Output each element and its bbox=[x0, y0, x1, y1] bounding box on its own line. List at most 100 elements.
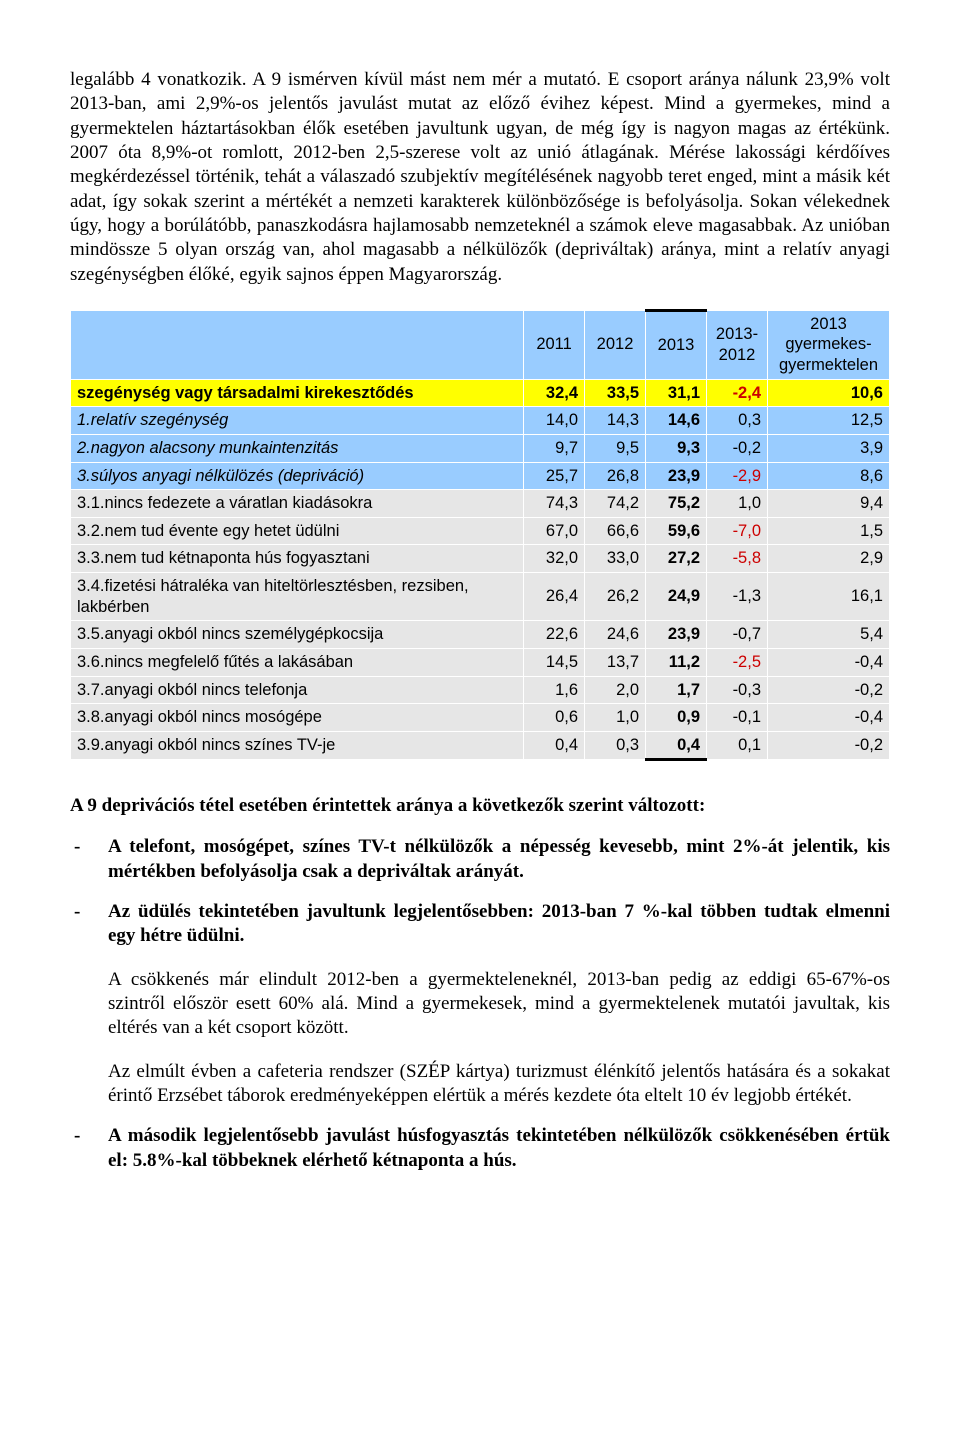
table-row: 1.relatív szegénység14,014,314,60,312,5 bbox=[71, 407, 890, 435]
row-2013: 14,6 bbox=[646, 407, 707, 435]
row-diff: -0,1 bbox=[707, 704, 768, 732]
row-diff: -0,2 bbox=[707, 434, 768, 462]
table-row: 3.7.anyagi okból nincs telefonja1,62,01,… bbox=[71, 676, 890, 704]
row-2012: 24,6 bbox=[585, 621, 646, 649]
sub-paragraph: Az elmúlt évben a cafeteria rendszer (SZ… bbox=[70, 1060, 890, 1109]
table-row: 3.1.nincs fedezete a váratlan kiadásokra… bbox=[71, 490, 890, 518]
table-row: 3.4.fizetési hátraléka van hiteltörleszt… bbox=[71, 573, 890, 621]
row-2012: 26,2 bbox=[585, 573, 646, 621]
row-2013: 59,6 bbox=[646, 517, 707, 545]
header-empty bbox=[71, 310, 524, 379]
row-last: -0,2 bbox=[768, 731, 890, 760]
row-2012: 74,2 bbox=[585, 490, 646, 518]
row-2013: 75,2 bbox=[646, 490, 707, 518]
table-row: 3.8.anyagi okból nincs mosógépe0,61,00,9… bbox=[71, 704, 890, 732]
table-row: 3.9.anyagi okból nincs színes TV-je0,40,… bbox=[71, 731, 890, 760]
row-diff: -2,4 bbox=[707, 379, 768, 407]
row-last: 10,6 bbox=[768, 379, 890, 407]
row-2012: 26,8 bbox=[585, 462, 646, 490]
row-last: 2,9 bbox=[768, 545, 890, 573]
row-label: 1.relatív szegénység bbox=[71, 407, 524, 435]
poverty-table: 2011 2012 2013 2013-2012 2013 gyermekes-… bbox=[70, 309, 890, 762]
row-2012: 1,0 bbox=[585, 704, 646, 732]
row-2011: 1,6 bbox=[524, 676, 585, 704]
table-row: 3.2.nem tud évente egy hetet üdülni67,06… bbox=[71, 517, 890, 545]
table-row: 2.nagyon alacsony munkaintenzitás9,79,59… bbox=[71, 434, 890, 462]
row-last: 12,5 bbox=[768, 407, 890, 435]
row-2011: 26,4 bbox=[524, 573, 585, 621]
row-label: 3.7.anyagi okból nincs telefonja bbox=[71, 676, 524, 704]
row-2013: 27,2 bbox=[646, 545, 707, 573]
row-2013: 24,9 bbox=[646, 573, 707, 621]
header-2012: 2012 bbox=[585, 310, 646, 379]
row-diff: -0,3 bbox=[707, 676, 768, 704]
intro-paragraph: legalább 4 vonatkozik. A 9 ismérven kívü… bbox=[70, 68, 890, 287]
row-2013: 0,4 bbox=[646, 731, 707, 760]
bullet-list: A telefont, mosógépet, színes TV-t nélkü… bbox=[70, 835, 890, 948]
sub-paragraph: A csökkenés már elindult 2012-ben a gyer… bbox=[70, 968, 890, 1041]
row-2011: 22,6 bbox=[524, 621, 585, 649]
row-label: 2.nagyon alacsony munkaintenzitás bbox=[71, 434, 524, 462]
row-label: 3.3.nem tud kétnaponta hús fogyasztani bbox=[71, 545, 524, 573]
row-diff: -0,7 bbox=[707, 621, 768, 649]
row-2012: 66,6 bbox=[585, 517, 646, 545]
row-diff: -2,5 bbox=[707, 648, 768, 676]
row-2011: 25,7 bbox=[524, 462, 585, 490]
row-2011: 9,7 bbox=[524, 434, 585, 462]
bullet-list-final: A második legjelentősebb javulást húsfog… bbox=[70, 1124, 890, 1173]
row-2012: 14,3 bbox=[585, 407, 646, 435]
row-last: 5,4 bbox=[768, 621, 890, 649]
row-2013: 23,9 bbox=[646, 621, 707, 649]
row-2012: 33,5 bbox=[585, 379, 646, 407]
row-label: 3.9.anyagi okból nincs színes TV-je bbox=[71, 731, 524, 760]
bullet-item: A telefont, mosógépet, színes TV-t nélkü… bbox=[70, 835, 890, 884]
row-last: 1,5 bbox=[768, 517, 890, 545]
row-2011: 0,6 bbox=[524, 704, 585, 732]
row-last: 3,9 bbox=[768, 434, 890, 462]
row-2012: 2,0 bbox=[585, 676, 646, 704]
row-2013: 9,3 bbox=[646, 434, 707, 462]
row-last: -0,2 bbox=[768, 676, 890, 704]
row-last: -0,4 bbox=[768, 704, 890, 732]
row-2013: 1,7 bbox=[646, 676, 707, 704]
row-2012: 33,0 bbox=[585, 545, 646, 573]
row-2013: 23,9 bbox=[646, 462, 707, 490]
row-2011: 14,0 bbox=[524, 407, 585, 435]
row-diff: -2,9 bbox=[707, 462, 768, 490]
row-2012: 0,3 bbox=[585, 731, 646, 760]
table-row: 3.súlyos anyagi nélkülözés (depriváció)2… bbox=[71, 462, 890, 490]
row-last: 16,1 bbox=[768, 573, 890, 621]
header-2013-2012: 2013-2012 bbox=[707, 310, 768, 379]
row-last: 9,4 bbox=[768, 490, 890, 518]
row-2013: 11,2 bbox=[646, 648, 707, 676]
row-2011: 32,4 bbox=[524, 379, 585, 407]
row-label: 3.6.nincs megfelelő fűtés a lakásában bbox=[71, 648, 524, 676]
row-last: 8,6 bbox=[768, 462, 890, 490]
row-diff: -1,3 bbox=[707, 573, 768, 621]
row-2013: 0,9 bbox=[646, 704, 707, 732]
row-2011: 67,0 bbox=[524, 517, 585, 545]
row-last: -0,4 bbox=[768, 648, 890, 676]
row-diff: -5,8 bbox=[707, 545, 768, 573]
row-2012: 9,5 bbox=[585, 434, 646, 462]
row-diff: 0,1 bbox=[707, 731, 768, 760]
row-2011: 0,4 bbox=[524, 731, 585, 760]
header-gyermekes: 2013 gyermekes-gyermektelen bbox=[768, 310, 890, 379]
row-diff: 1,0 bbox=[707, 490, 768, 518]
table-row: 3.3.nem tud kétnaponta hús fogyasztani32… bbox=[71, 545, 890, 573]
row-label: 3.súlyos anyagi nélkülözés (depriváció) bbox=[71, 462, 524, 490]
row-2011: 74,3 bbox=[524, 490, 585, 518]
table-row: 3.6.nincs megfelelő fűtés a lakásában14,… bbox=[71, 648, 890, 676]
bullet-item: A második legjelentősebb javulást húsfog… bbox=[70, 1124, 890, 1173]
row-diff: -7,0 bbox=[707, 517, 768, 545]
row-diff: 0,3 bbox=[707, 407, 768, 435]
table-row: 3.5.anyagi okból nincs személygépkocsija… bbox=[71, 621, 890, 649]
row-2013: 31,1 bbox=[646, 379, 707, 407]
section-heading: A 9 deprivációs tétel esetében érintette… bbox=[70, 795, 890, 817]
row-label: 3.5.anyagi okból nincs személygépkocsija bbox=[71, 621, 524, 649]
row-2011: 32,0 bbox=[524, 545, 585, 573]
row-2012: 13,7 bbox=[585, 648, 646, 676]
row-label: 3.4.fizetési hátraléka van hiteltörleszt… bbox=[71, 573, 524, 621]
row-label: 3.2.nem tud évente egy hetet üdülni bbox=[71, 517, 524, 545]
row-2011: 14,5 bbox=[524, 648, 585, 676]
